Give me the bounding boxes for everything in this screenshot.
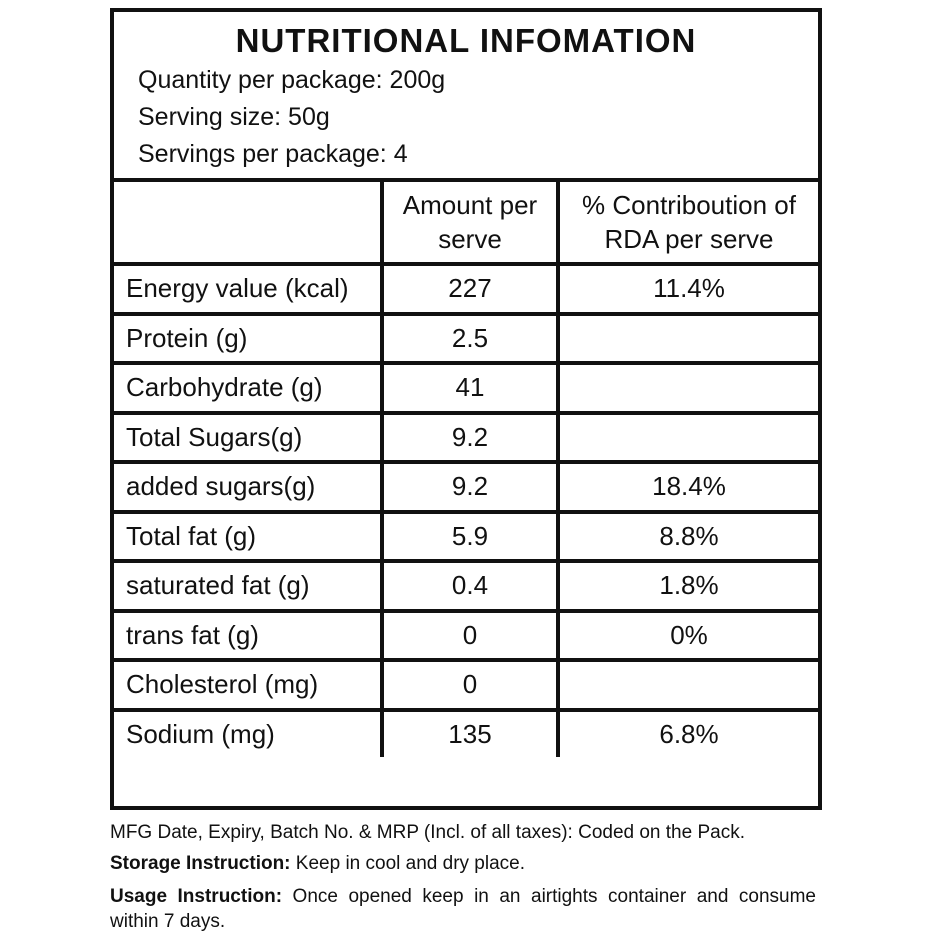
amount-cell: 9.2 xyxy=(380,410,560,464)
nutrient-name: Sodium (mg) xyxy=(114,707,384,757)
rda-cell xyxy=(556,658,818,712)
nutrient-name: saturated fat (g) xyxy=(114,559,384,613)
nutrient-name: Total fat (g) xyxy=(114,509,384,563)
amount-cell: 41 xyxy=(380,361,560,415)
usage-label: Usage Instruction: xyxy=(110,886,283,907)
column-header: % Contriboution of RDA per serve xyxy=(556,182,818,266)
usage-note: Usage Instruction: Once opened keep in a… xyxy=(110,884,816,934)
rda-cell: 18.4% xyxy=(556,460,818,514)
nutrient-name: added sugars(g) xyxy=(114,460,384,514)
column-header: Amount per serve xyxy=(380,182,560,266)
header-line: Quantity per package: 200g xyxy=(138,66,446,94)
title: NUTRITIONAL INFOMATION xyxy=(235,22,697,59)
storage-label: Storage Instruction: xyxy=(110,853,291,874)
storage-note: Storage Instruction: Keep in cool and dr… xyxy=(110,853,816,875)
rda-cell: 8.8% xyxy=(556,509,818,563)
amount-cell: 5.9 xyxy=(380,509,560,563)
usage-text: Once opened keep in an airtights contain… xyxy=(110,886,816,932)
footer: MFG Date, Expiry, Batch No. & MRP (Incl.… xyxy=(110,822,816,943)
nutrient-name: Energy value (kcal) xyxy=(114,262,384,316)
nutrient-row: saturated fat (g) 0.4 1.8% xyxy=(114,559,818,613)
nutrient-row: Energy value (kcal) 227 11.4% xyxy=(114,262,818,316)
nutrient-row: Total Sugars(g) 9.2 xyxy=(114,410,818,464)
mfg-note: MFG Date, Expiry, Batch No. & MRP (Incl.… xyxy=(110,822,745,843)
nutrient-row: Protein (g) 2.5 xyxy=(114,311,818,365)
rda-cell xyxy=(556,410,818,464)
nutrient-name: Cholesterol (mg) xyxy=(114,658,384,712)
nutrient-row: Cholesterol (mg) 0 xyxy=(114,658,818,712)
nutrient-row: trans fat (g) 0 0% xyxy=(114,608,818,662)
rda-cell: 11.4% xyxy=(556,262,818,316)
nutrient-row: added sugars(g) 9.2 18.4% xyxy=(114,460,818,514)
nutrient-name: Total Sugars(g) xyxy=(114,410,384,464)
panel-header: NUTRITIONAL INFOMATION Quantity per pack… xyxy=(114,12,818,182)
rda-cell: 1.8% xyxy=(556,559,818,613)
header-line: Servings per package: 4 xyxy=(138,140,408,168)
nutrition-panel: NUTRITIONAL INFOMATION Quantity per pack… xyxy=(110,8,822,810)
nutrient-name: Carbohydrate (g) xyxy=(114,361,384,415)
nutrient-name: Protein (g) xyxy=(114,311,384,365)
nutrient-name: trans fat (g) xyxy=(114,608,384,662)
amount-cell: 0 xyxy=(380,658,560,712)
rda-cell xyxy=(556,311,818,365)
nutrient-row: Carbohydrate (g) 41 xyxy=(114,361,818,415)
amount-cell: 9.2 xyxy=(380,460,560,514)
header-row: Amount per serve % Contriboution of RDA … xyxy=(114,182,818,266)
amount-cell: 135 xyxy=(380,707,560,757)
header-line: Serving size: 50g xyxy=(138,103,330,131)
amount-cell: 0.4 xyxy=(380,559,560,613)
nutrient-row: Sodium (mg) 135 6.8% xyxy=(114,707,818,757)
rda-cell: 0% xyxy=(556,608,818,662)
nutrition-table: Amount per serve % Contriboution of RDA … xyxy=(114,182,818,757)
rda-cell xyxy=(556,361,818,415)
rda-cell: 6.8% xyxy=(556,707,818,757)
storage-text: Keep in cool and dry place. xyxy=(295,853,526,874)
empty-cell xyxy=(114,182,384,266)
nutrient-row: Total fat (g) 5.9 8.8% xyxy=(114,509,818,563)
amount-cell: 0 xyxy=(380,608,560,662)
amount-cell: 2.5 xyxy=(380,311,560,365)
amount-cell: 227 xyxy=(380,262,560,316)
